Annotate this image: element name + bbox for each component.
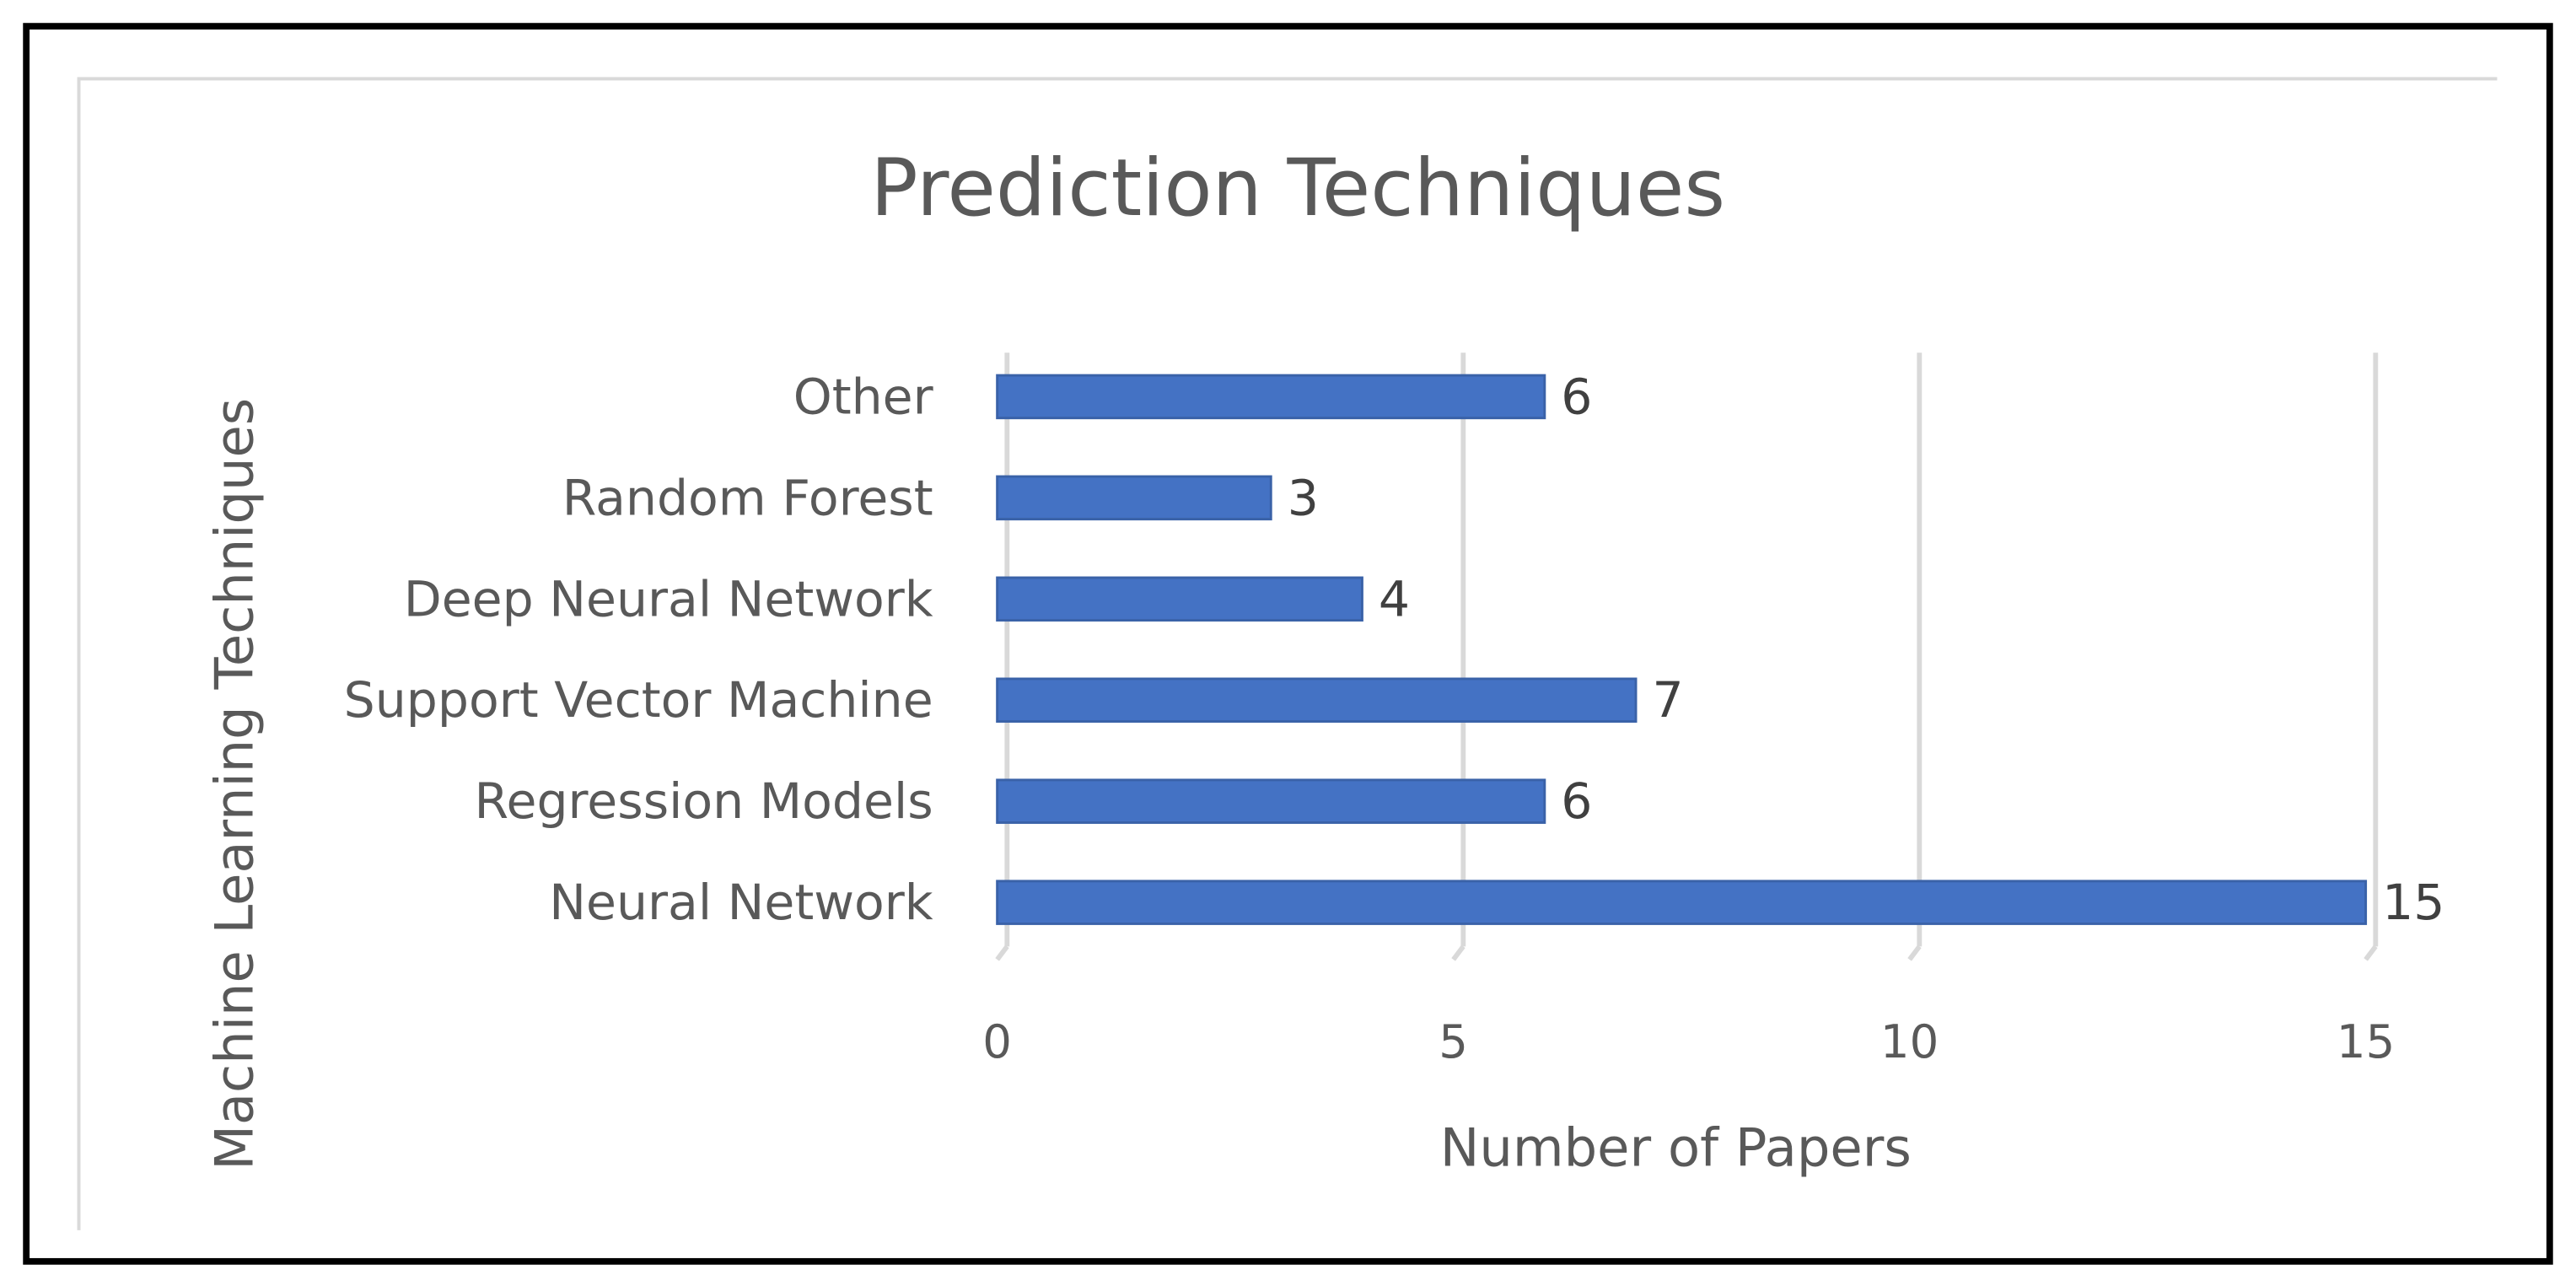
value-label: 15: [2382, 874, 2444, 931]
y-tick-label: Neural Network: [549, 874, 933, 931]
x-tick-label: 5: [1439, 1014, 1468, 1068]
y-tick-label: Support Vector Machine: [344, 671, 933, 729]
y-tick-label: Deep Neural Network: [404, 570, 933, 627]
chart-area-border: [77, 77, 2498, 1230]
bar: [996, 778, 1546, 824]
value-label: 6: [1561, 368, 1592, 425]
grid-line-foot: [1907, 944, 1922, 961]
outer-frame: [23, 23, 2553, 1265]
bar: [996, 475, 1272, 521]
bar: [996, 374, 1546, 420]
x-axis-title: Number of Papers: [1440, 1117, 1912, 1179]
x-tick-label: 10: [1880, 1014, 1939, 1068]
y-axis-title: Machine Learning Techniques: [204, 398, 266, 1170]
grid-line-foot: [995, 944, 1009, 961]
x-tick-label: 15: [2337, 1014, 2395, 1068]
bar: [996, 576, 1363, 622]
y-tick-label: Regression Models: [475, 772, 933, 830]
y-tick-label: Random Forest: [562, 469, 933, 526]
value-label: 4: [1379, 570, 1410, 627]
grid-line-foot: [1451, 944, 1465, 961]
bar: [996, 677, 1638, 724]
bar: [996, 880, 2368, 925]
chart-title: Prediction Techniques: [870, 143, 1725, 234]
x-tick-label: 0: [982, 1014, 1012, 1068]
value-label: 3: [1288, 469, 1319, 526]
grid-line-foot: [2364, 944, 2378, 961]
y-tick-label: Other: [793, 368, 933, 425]
value-label: 6: [1561, 772, 1592, 830]
value-label: 7: [1653, 671, 1684, 729]
